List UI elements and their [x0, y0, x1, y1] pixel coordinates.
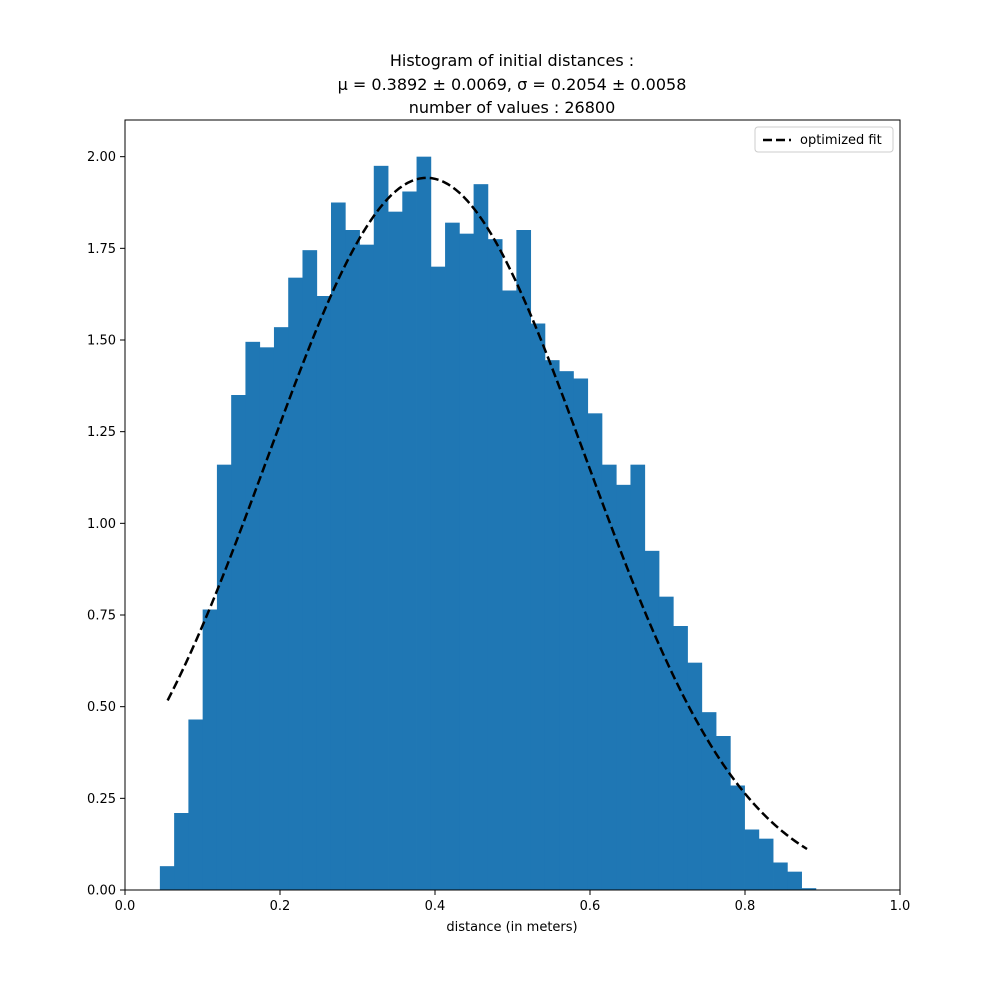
y-tick-label: 0.50	[87, 700, 116, 715]
histogram-bar	[744, 829, 760, 890]
plot-frame	[124, 119, 901, 891]
histogram-bar	[559, 371, 574, 891]
histogram-bar	[530, 323, 546, 890]
y-tick-label: 0.00	[87, 884, 116, 899]
histogram-bar	[758, 838, 774, 890]
histogram-bar	[473, 184, 489, 890]
histogram-bar	[316, 296, 332, 890]
legend-label-optimized-fit: optimized fit	[800, 133, 882, 148]
histogram-bar	[516, 230, 532, 890]
histogram-bar	[644, 550, 660, 890]
y-tick-label: 1.50	[87, 334, 116, 349]
histogram-bar	[787, 871, 802, 890]
y-tick-label: 2.00	[87, 150, 116, 165]
histogram-bar	[673, 626, 688, 890]
y-axis-ticks: 0.00 0.25 0.50 0.75 1.00 1.25 1.50 1.75 2.00	[87, 150, 125, 899]
histogram-bar	[231, 395, 246, 890]
chart-title-line-1: Histogram of initial distances :	[390, 51, 634, 70]
histogram-bar	[630, 464, 646, 890]
x-tick-label: 0.4	[425, 899, 446, 914]
histogram-bar	[445, 222, 460, 890]
histogram-bar	[773, 862, 788, 890]
histogram-bar	[801, 888, 817, 890]
histogram-bar	[502, 290, 517, 890]
histogram-bar	[288, 277, 303, 891]
y-tick-label: 0.25	[87, 792, 116, 807]
histogram-bar	[202, 609, 218, 890]
histogram-bar	[273, 327, 289, 891]
histogram-bar	[601, 464, 617, 890]
chart-title-line-2: μ = 0.3892 ± 0.0069, σ = 0.2054 ± 0.0058	[338, 75, 687, 94]
chart-title-line-3: number of values : 26800	[409, 98, 616, 117]
y-tick-label: 1.25	[87, 425, 116, 440]
histogram-bar	[402, 191, 417, 890]
x-tick-label: 0.2	[270, 899, 291, 914]
histogram-bar	[159, 866, 175, 890]
histogram-bar	[701, 712, 717, 890]
histogram-bar	[259, 347, 275, 890]
histogram-bar	[430, 266, 446, 891]
histogram-bar	[359, 244, 375, 890]
histogram-bar	[544, 360, 560, 891]
histogram-bar	[487, 239, 503, 890]
histogram-bars	[159, 156, 817, 891]
histogram-bar	[616, 484, 631, 890]
histogram-bar	[388, 211, 403, 890]
histogram-bar	[345, 230, 360, 890]
y-tick-label: 1.75	[87, 242, 116, 257]
histogram-bar	[687, 662, 703, 890]
histogram-bar	[174, 813, 189, 890]
x-tick-label: 0.6	[580, 899, 601, 914]
histogram-bar	[302, 250, 318, 890]
legend: optimized fit	[754, 126, 894, 153]
histogram-bar	[416, 156, 432, 890]
histogram-bar	[373, 165, 389, 891]
histogram-bar	[730, 785, 745, 890]
x-tick-label: 0.0	[115, 899, 136, 914]
fit-curve	[166, 176, 808, 851]
histogram-bar	[658, 596, 674, 890]
x-axis-ticks: 0.0 0.2 0.4 0.6 0.8 1.0	[115, 890, 911, 914]
histogram-bar	[188, 719, 204, 890]
histogram-bar	[459, 233, 474, 890]
histogram-bar	[573, 378, 589, 890]
histogram-bar	[330, 202, 346, 890]
histogram-bar	[716, 736, 731, 890]
y-tick-label: 1.00	[87, 517, 116, 532]
x-tick-label: 1.0	[890, 899, 911, 914]
legend-box	[754, 126, 894, 153]
y-tick-label: 0.75	[87, 609, 116, 624]
histogram-bar	[587, 413, 603, 890]
x-tick-label: 0.8	[735, 899, 756, 914]
histogram-bar	[245, 341, 261, 890]
x-axis-label: distance (in meters)	[446, 920, 577, 935]
histogram-bar	[216, 464, 232, 890]
